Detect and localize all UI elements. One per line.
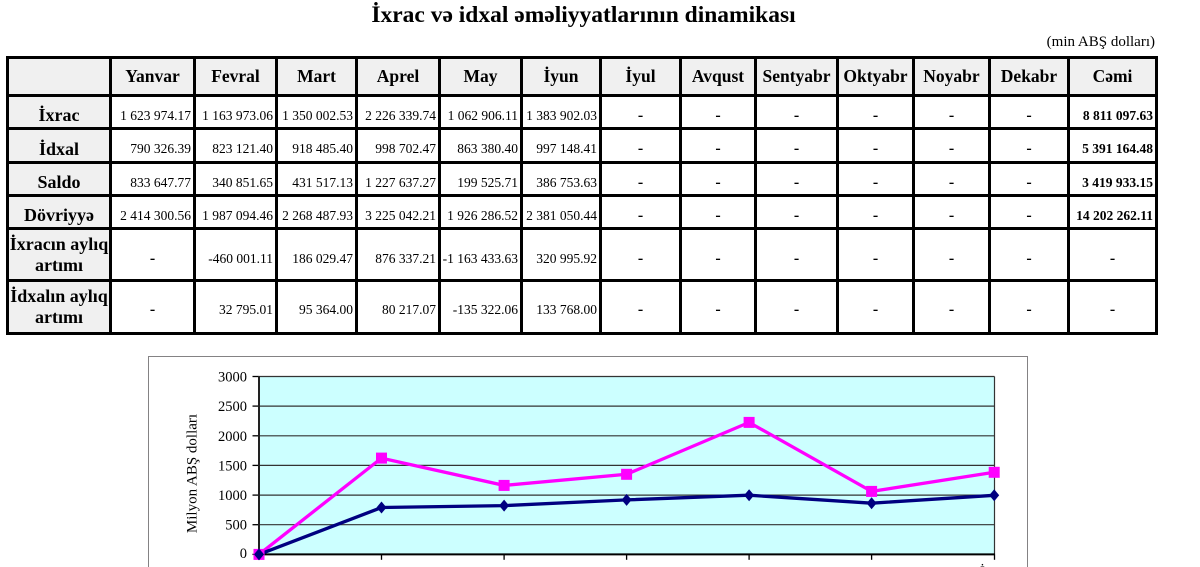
svg-text:500: 500 <box>225 518 247 534</box>
svg-text:0: 0 <box>240 546 247 562</box>
svg-text:3000: 3000 <box>218 370 247 386</box>
svg-text:Milyon ABŞ dolları: Milyon ABŞ dolları <box>185 414 201 533</box>
svg-text:1000: 1000 <box>218 488 247 504</box>
svg-text:2000: 2000 <box>218 429 247 445</box>
svg-text:1500: 1500 <box>218 458 247 474</box>
svg-text:İyun: İyun <box>980 564 1007 567</box>
svg-text:2500: 2500 <box>218 399 247 415</box>
